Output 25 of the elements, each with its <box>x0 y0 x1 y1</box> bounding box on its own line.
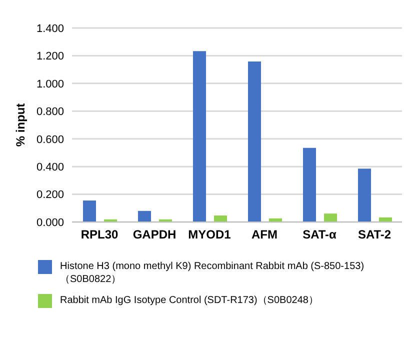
bar <box>358 168 371 222</box>
x-tick-label: GAPDH <box>132 228 176 242</box>
x-tick-label: MYOD1 <box>188 228 232 242</box>
y-axis-title: % input <box>13 103 28 147</box>
y-tick-label: 1.400 <box>36 22 64 35</box>
x-tick-label: RPL30 <box>80 228 118 242</box>
y-tick-label: 1.200 <box>36 50 64 63</box>
bar <box>324 214 337 222</box>
y-tick-label: 0.200 <box>36 189 64 202</box>
x-tick-label: AFM <box>252 228 278 242</box>
bar <box>214 215 227 222</box>
x-tick-label: SAT-α <box>302 228 338 242</box>
bar <box>138 210 151 222</box>
legend-label: Rabbit mAb IgG Isotype Control (SDT-R173)（S0B0248） <box>60 294 320 307</box>
bar <box>193 51 206 222</box>
x-tick-label: SAT-2 <box>358 228 392 242</box>
bar <box>303 148 316 222</box>
y-tick-label: 0.000 <box>36 216 64 229</box>
bar <box>83 200 96 222</box>
y-tick-label: 1.000 <box>36 78 64 90</box>
y-tick-label: 0.600 <box>36 134 64 146</box>
y-tick-label: 0.400 <box>36 161 64 174</box>
y-tick-label: 0.800 <box>36 106 64 118</box>
legend-label: Histone H3 (mono methyl K9) Recombinant Rabbit mAb (S-850-153)（S0B0822） <box>60 260 366 286</box>
bar <box>248 62 261 222</box>
